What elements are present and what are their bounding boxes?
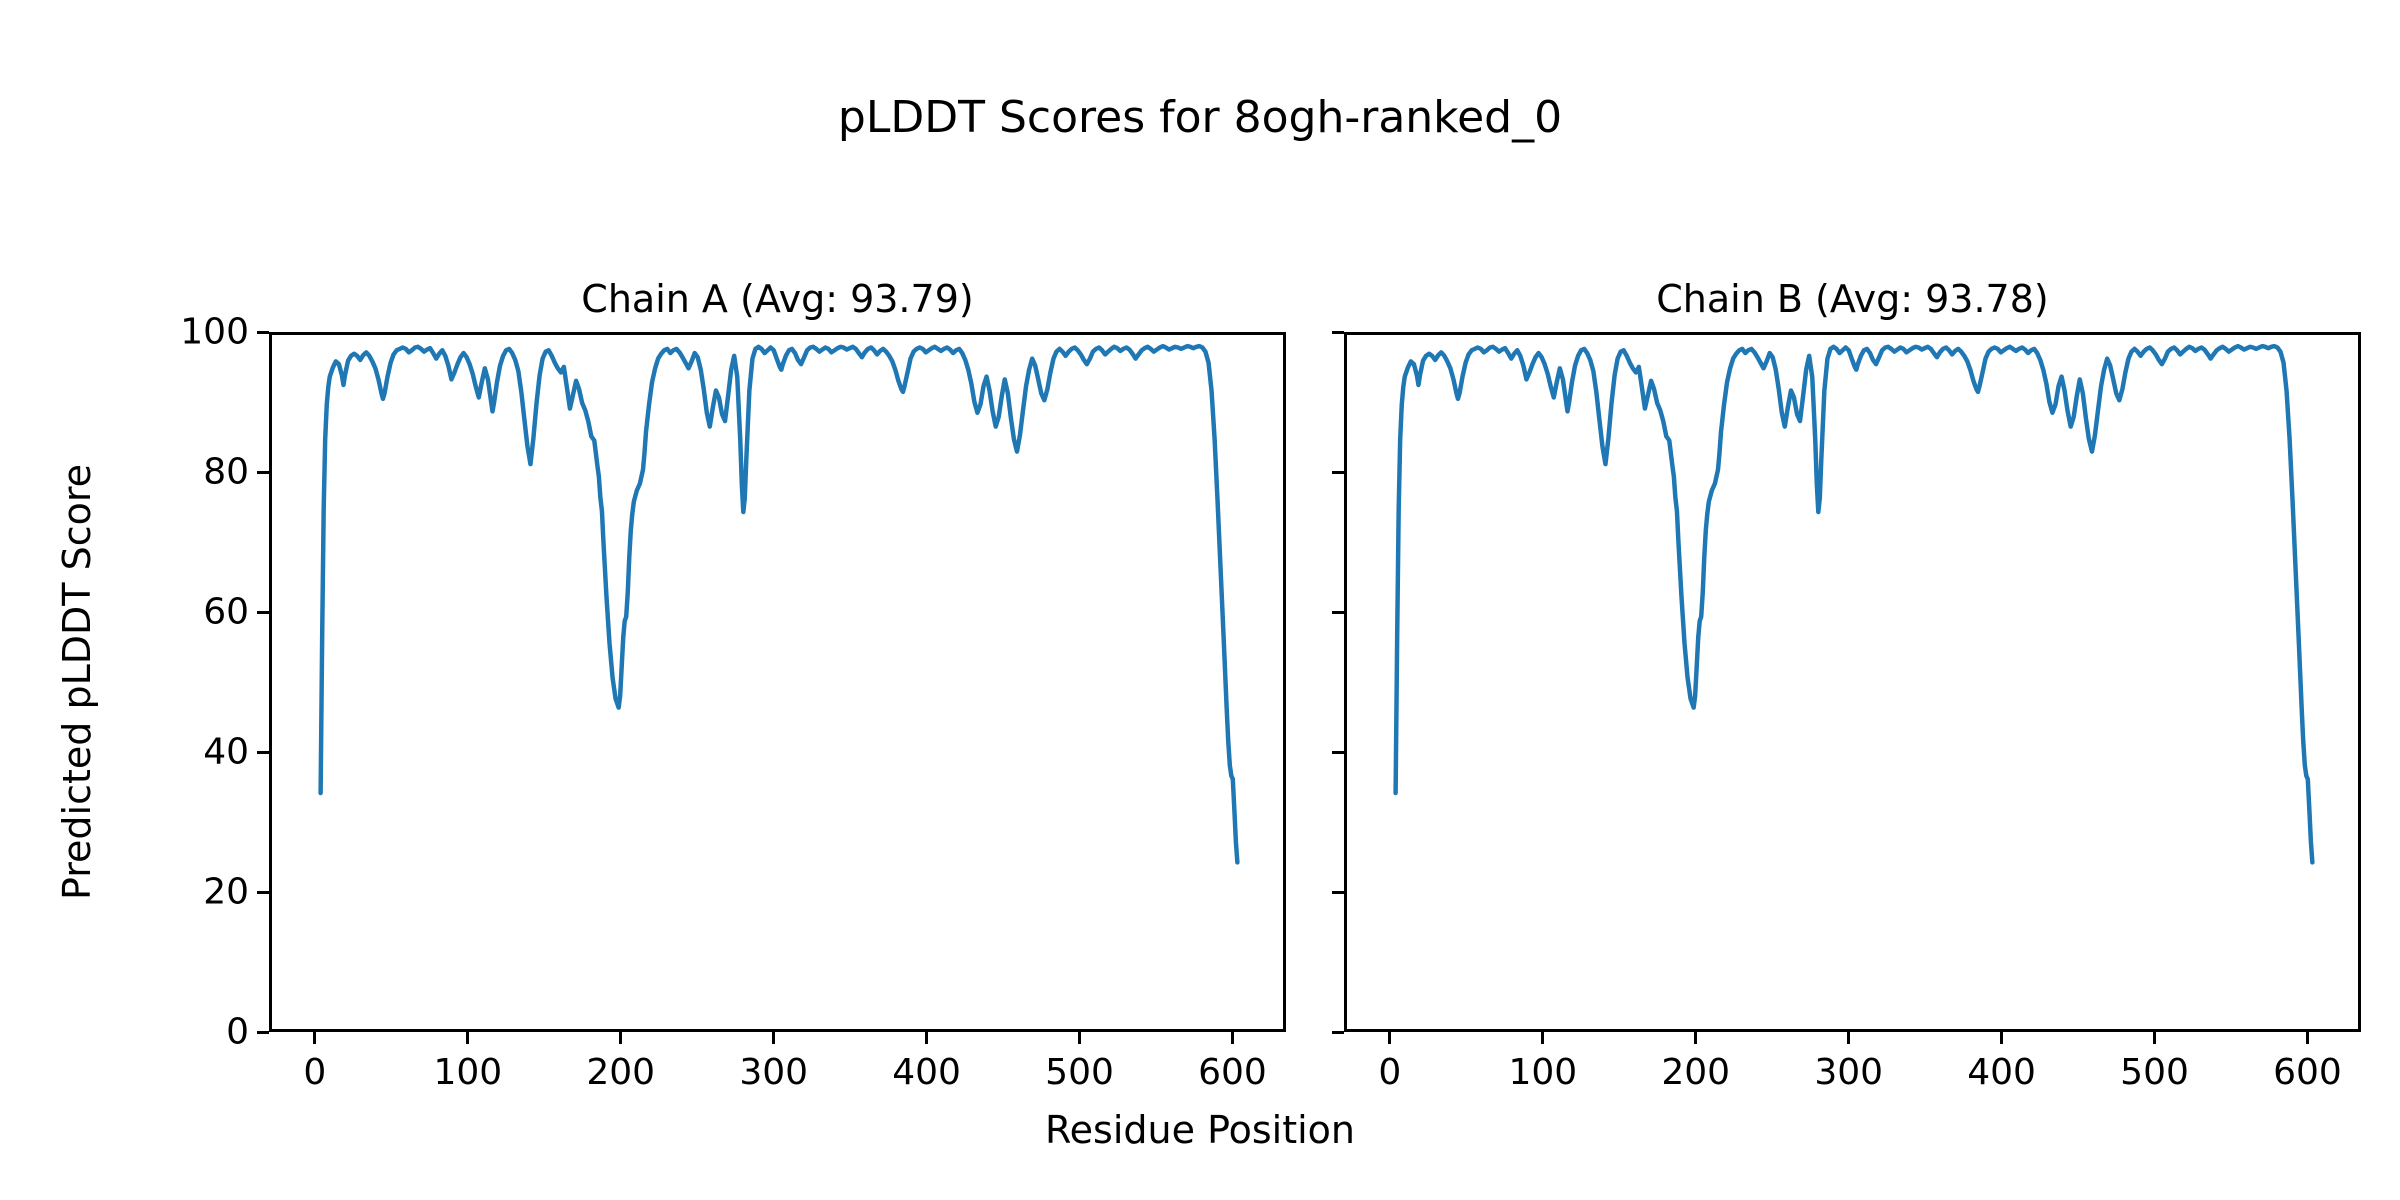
y-tick-label: 0 bbox=[226, 1011, 249, 1053]
y-tick-label: 80 bbox=[203, 451, 249, 493]
x-tick-mark bbox=[1388, 1032, 1392, 1044]
y-tick-mark bbox=[257, 610, 269, 614]
y-tick-mark bbox=[257, 890, 269, 894]
x-tick-label: 500 bbox=[2120, 1052, 2189, 1093]
x-tick-mark bbox=[2153, 1032, 2157, 1044]
x-tick-mark bbox=[619, 1032, 623, 1044]
x-axis-label: Residue Position bbox=[1044, 1108, 1356, 1152]
x-tick-mark bbox=[1847, 1032, 1851, 1044]
y-tick-mark bbox=[257, 330, 269, 334]
x-tick-label: 400 bbox=[1967, 1052, 2036, 1093]
x-tick-mark bbox=[772, 1032, 776, 1044]
chain-a-plot-area: Chain A (Avg: 93.79) bbox=[269, 277, 1286, 1032]
x-tick-mark bbox=[1078, 1032, 1082, 1044]
x-tick-label: 600 bbox=[2273, 1052, 2342, 1093]
y-tick-mark bbox=[1332, 470, 1344, 474]
y-tick-mark bbox=[1332, 890, 1344, 894]
y-tick-label: 20 bbox=[203, 871, 249, 913]
x-tick-label: 400 bbox=[892, 1052, 961, 1093]
x-tick-mark bbox=[2305, 1032, 2309, 1044]
chain-b-plot-area: Chain B (Avg: 93.78) bbox=[1344, 277, 2361, 1032]
x-tick-label: 100 bbox=[1508, 1052, 1578, 1093]
y-tick-mark bbox=[257, 1030, 269, 1034]
y-tick-mark bbox=[257, 470, 269, 474]
x-tick-mark bbox=[2000, 1032, 2004, 1044]
x-tick-label: 300 bbox=[1814, 1052, 1884, 1093]
x-tick-label: 200 bbox=[1661, 1052, 1731, 1093]
y-tick-label: 100 bbox=[180, 311, 249, 353]
x-tick-label: 0 bbox=[303, 1052, 327, 1093]
x-tick-label: 300 bbox=[739, 1052, 809, 1093]
y-tick-mark bbox=[1332, 750, 1344, 754]
x-tick-mark bbox=[1541, 1032, 1545, 1044]
plddt-line-chain-b bbox=[1393, 343, 2315, 865]
x-tick-label: 0 bbox=[1378, 1052, 1402, 1093]
chain-b-title: Chain B (Avg: 93.78) bbox=[1656, 277, 2049, 321]
y-tick-mark bbox=[1332, 1030, 1344, 1034]
plddt-line-chain-a bbox=[318, 343, 1240, 865]
chain-a-title: Chain A (Avg: 93.79) bbox=[581, 277, 974, 321]
y-tick-mark bbox=[1332, 330, 1344, 334]
x-tick-mark bbox=[925, 1032, 929, 1044]
x-tick-mark bbox=[1230, 1032, 1234, 1044]
chain-a-chart-svg bbox=[318, 343, 1240, 865]
y-tick-mark bbox=[1332, 610, 1344, 614]
y-tick-label: 60 bbox=[203, 591, 249, 633]
y-tick-label: 40 bbox=[203, 731, 249, 773]
x-tick-mark bbox=[313, 1032, 317, 1044]
x-tick-label: 200 bbox=[586, 1052, 656, 1093]
y-tick-mark bbox=[257, 750, 269, 754]
x-tick-label: 100 bbox=[433, 1052, 503, 1093]
x-tick-mark bbox=[1694, 1032, 1698, 1044]
x-tick-label: 500 bbox=[1045, 1052, 1114, 1093]
figure-title: pLDDT Scores for 8ogh-ranked_0 bbox=[837, 92, 1563, 143]
x-tick-label: 600 bbox=[1198, 1052, 1267, 1093]
chain-b-chart-svg bbox=[1393, 343, 2315, 865]
x-tick-mark bbox=[466, 1032, 470, 1044]
